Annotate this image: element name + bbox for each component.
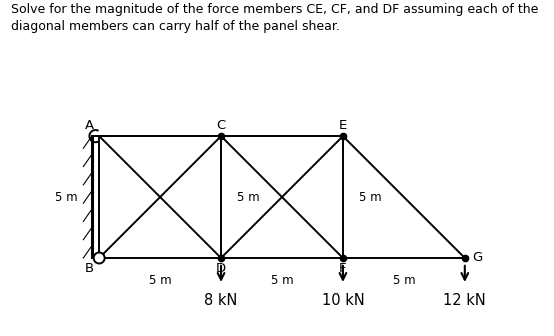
Text: C: C bbox=[217, 119, 225, 132]
Text: 12 kN: 12 kN bbox=[443, 293, 486, 308]
Text: 5 m: 5 m bbox=[393, 274, 415, 287]
Text: 5 m: 5 m bbox=[237, 191, 259, 204]
Circle shape bbox=[94, 253, 105, 263]
Text: F: F bbox=[339, 262, 347, 276]
Text: E: E bbox=[339, 119, 347, 132]
Text: 5 m: 5 m bbox=[149, 274, 171, 287]
Text: Solve for the magnitude of the force members CE, CF, and DF assuming each of the: Solve for the magnitude of the force mem… bbox=[11, 3, 538, 33]
Text: 10 kN: 10 kN bbox=[321, 293, 365, 308]
Text: 8 kN: 8 kN bbox=[204, 293, 238, 308]
Text: G: G bbox=[472, 251, 482, 264]
Text: D: D bbox=[216, 262, 226, 276]
Text: B: B bbox=[85, 262, 94, 276]
Text: 5 m: 5 m bbox=[55, 191, 77, 204]
Text: 5 m: 5 m bbox=[271, 274, 293, 287]
Text: 5 m: 5 m bbox=[359, 191, 381, 204]
Text: A: A bbox=[85, 119, 94, 132]
